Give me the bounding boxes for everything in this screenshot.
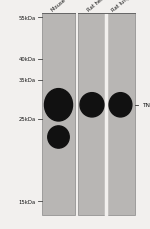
Text: 25kDa: 25kDa [19,117,36,122]
Text: 40kDa: 40kDa [19,57,36,62]
Ellipse shape [80,93,104,117]
Text: 35kDa: 35kDa [19,78,36,83]
Text: 15kDa: 15kDa [19,199,36,204]
Text: 55kDa: 55kDa [19,16,36,21]
Text: Rat heart: Rat heart [86,0,108,13]
Text: TNNI3: TNNI3 [142,103,150,108]
Ellipse shape [48,126,69,148]
Ellipse shape [45,89,73,121]
Bar [42,14,75,215]
Bar [78,14,135,215]
Text: Mouse heart: Mouse heart [50,0,79,13]
Ellipse shape [109,93,132,117]
Text: Rat lung: Rat lung [111,0,131,13]
